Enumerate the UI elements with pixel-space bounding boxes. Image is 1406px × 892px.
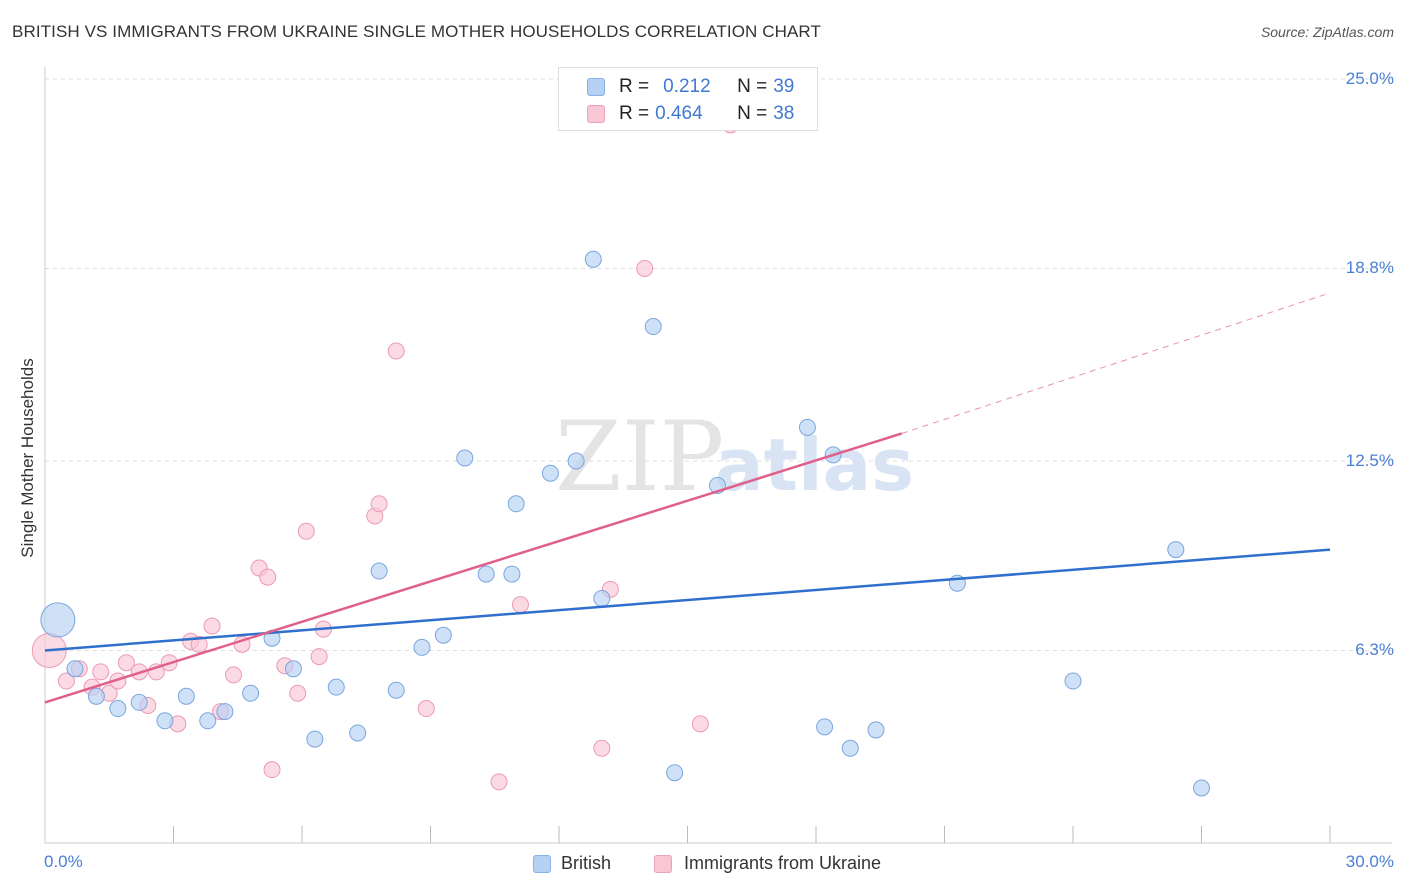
british-point <box>541 464 559 482</box>
y-tick-label: 12.5% <box>1345 451 1394 470</box>
r-label: R = <box>619 76 650 97</box>
legend-row-british: R = 0.212 N = 39 <box>587 76 794 98</box>
ukraine-point <box>92 663 110 681</box>
ukraine-point <box>387 342 405 360</box>
ukraine-swatch <box>587 105 605 123</box>
ukraine-points <box>31 116 739 791</box>
ukraine-swatch <box>654 854 672 873</box>
y-tick-label: 18.8% <box>1345 258 1394 278</box>
legend-british[interactable]: British <box>533 853 611 874</box>
ukraine-point <box>636 259 654 277</box>
ukraine-point <box>593 739 611 757</box>
british-point <box>798 418 816 436</box>
british-point <box>1064 672 1082 690</box>
ukraine-point <box>57 672 75 690</box>
british-n-value: 39 <box>773 76 795 97</box>
legend-ukraine-label: Immigrants from Ukraine <box>684 853 882 873</box>
british-point <box>327 678 345 696</box>
n-label: N = <box>737 103 768 124</box>
british-point <box>413 638 431 656</box>
grid-lines <box>45 78 1392 651</box>
ukraine-point <box>263 761 281 779</box>
british-point <box>177 687 195 705</box>
british-point <box>567 452 585 470</box>
british-point <box>666 764 684 782</box>
trend-lines <box>44 292 1331 704</box>
ukraine-point <box>203 617 221 635</box>
british-r-value: 0.212 <box>663 76 711 97</box>
ukraine-n-value: 38 <box>773 103 795 124</box>
legend-ukraine[interactable]: Immigrants from Ukraine <box>654 853 881 874</box>
british-point <box>349 724 367 742</box>
ukraine-r-value: 0.464 <box>655 103 703 124</box>
british-point <box>387 681 405 699</box>
legend-row-ukraine: R = 0.464 N = 38 <box>587 103 794 125</box>
ukraine-point <box>511 596 529 614</box>
chart-title: BRITISH VS IMMIGRANTS FROM UKRAINE SINGL… <box>12 22 821 41</box>
ukraine-trend-extension <box>901 292 1331 434</box>
british-point <box>841 739 859 757</box>
british-point <box>66 660 84 678</box>
ukraine-point <box>190 635 208 653</box>
ukraine-point <box>259 568 277 586</box>
ukraine-point <box>490 773 508 791</box>
british-point <box>507 495 525 513</box>
british-point <box>584 250 602 268</box>
british-point <box>199 712 217 730</box>
legend-british-label: British <box>561 853 612 873</box>
british-point <box>242 684 260 702</box>
ukraine-point <box>297 522 315 540</box>
british-point <box>216 703 234 721</box>
n-label: N = <box>737 76 768 97</box>
y-tick-label: 25.0% <box>1345 69 1394 88</box>
source-credit: Source: ZipAtlas.com <box>1260 24 1394 40</box>
british-point <box>1167 541 1185 559</box>
british-point <box>40 602 76 638</box>
british-point <box>867 721 885 739</box>
british-point <box>503 565 521 583</box>
ukraine-point <box>370 495 388 513</box>
watermark-atlas: atlas <box>715 423 914 507</box>
ukraine-trend-line <box>44 432 903 704</box>
british-swatch <box>533 854 551 873</box>
british-point <box>284 660 302 678</box>
british-swatch <box>587 78 605 96</box>
british-point <box>87 687 105 705</box>
ukraine-point <box>417 700 435 718</box>
british-point <box>816 718 834 736</box>
british-point <box>477 565 495 583</box>
ukraine-point <box>117 654 135 672</box>
british-point <box>434 626 452 644</box>
british-point <box>644 318 662 336</box>
axes <box>44 67 1392 844</box>
british-point <box>593 590 611 608</box>
x-tick-max: 30.0% <box>1345 852 1394 871</box>
british-trend-line <box>44 548 1331 652</box>
ukraine-point <box>691 715 709 733</box>
stats-legend: R = 0.212 N = 39 R = 0.464 N = 38 <box>558 67 818 131</box>
ukraine-point <box>310 648 328 666</box>
british-point <box>156 712 174 730</box>
ukraine-point <box>224 666 242 684</box>
r-label: R = <box>619 103 650 124</box>
british-point <box>130 693 148 711</box>
watermark: ZIP atlas <box>555 401 914 513</box>
ukraine-point <box>289 684 307 702</box>
x-tick-min: 0.0% <box>44 852 83 871</box>
british-point <box>1193 779 1210 797</box>
british-point <box>456 449 474 467</box>
british-point <box>370 562 388 580</box>
british-point <box>109 700 127 718</box>
british-point <box>306 730 324 748</box>
british-points <box>40 250 1210 797</box>
y-axis-label: Single Mother Households <box>18 358 37 558</box>
y-tick-label: 6.3% <box>1355 640 1394 660</box>
